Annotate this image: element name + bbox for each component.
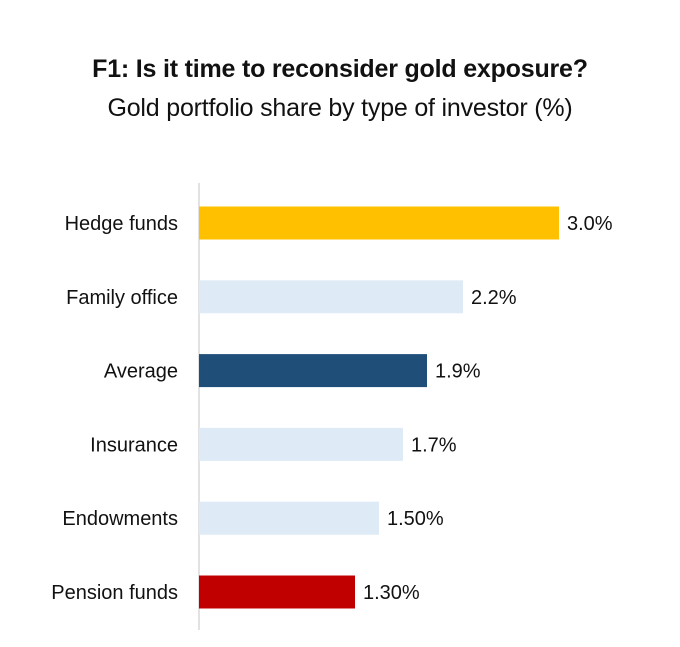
bar-endowments	[199, 501, 379, 535]
bar-insurance	[199, 427, 403, 461]
value-label-family-office: 2.2%	[471, 287, 517, 309]
category-label-endowments: Endowments	[62, 508, 178, 530]
category-label-family-office: Family office	[66, 287, 178, 309]
value-label-insurance: 1.7%	[411, 434, 457, 456]
bar-family-office	[199, 280, 463, 314]
value-label-hedge-funds: 3.0%	[567, 213, 613, 235]
value-label-pension-funds: 1.30%	[363, 582, 420, 604]
bar-average	[199, 354, 427, 388]
value-label-average: 1.9%	[435, 361, 481, 383]
chart-title: F1: Is it time to reconsider gold exposu…	[92, 55, 588, 83]
chart-subtitle: Gold portfolio share by type of investor…	[107, 94, 573, 122]
bar-hedge-funds	[199, 206, 559, 240]
category-label-pension-funds: Pension funds	[51, 582, 178, 604]
category-label-average: Average	[104, 361, 178, 383]
value-label-endowments: 1.50%	[387, 508, 444, 530]
bar-pension-funds	[199, 575, 355, 609]
category-label-hedge-funds: Hedge funds	[65, 213, 178, 235]
category-label-insurance: Insurance	[90, 434, 178, 456]
